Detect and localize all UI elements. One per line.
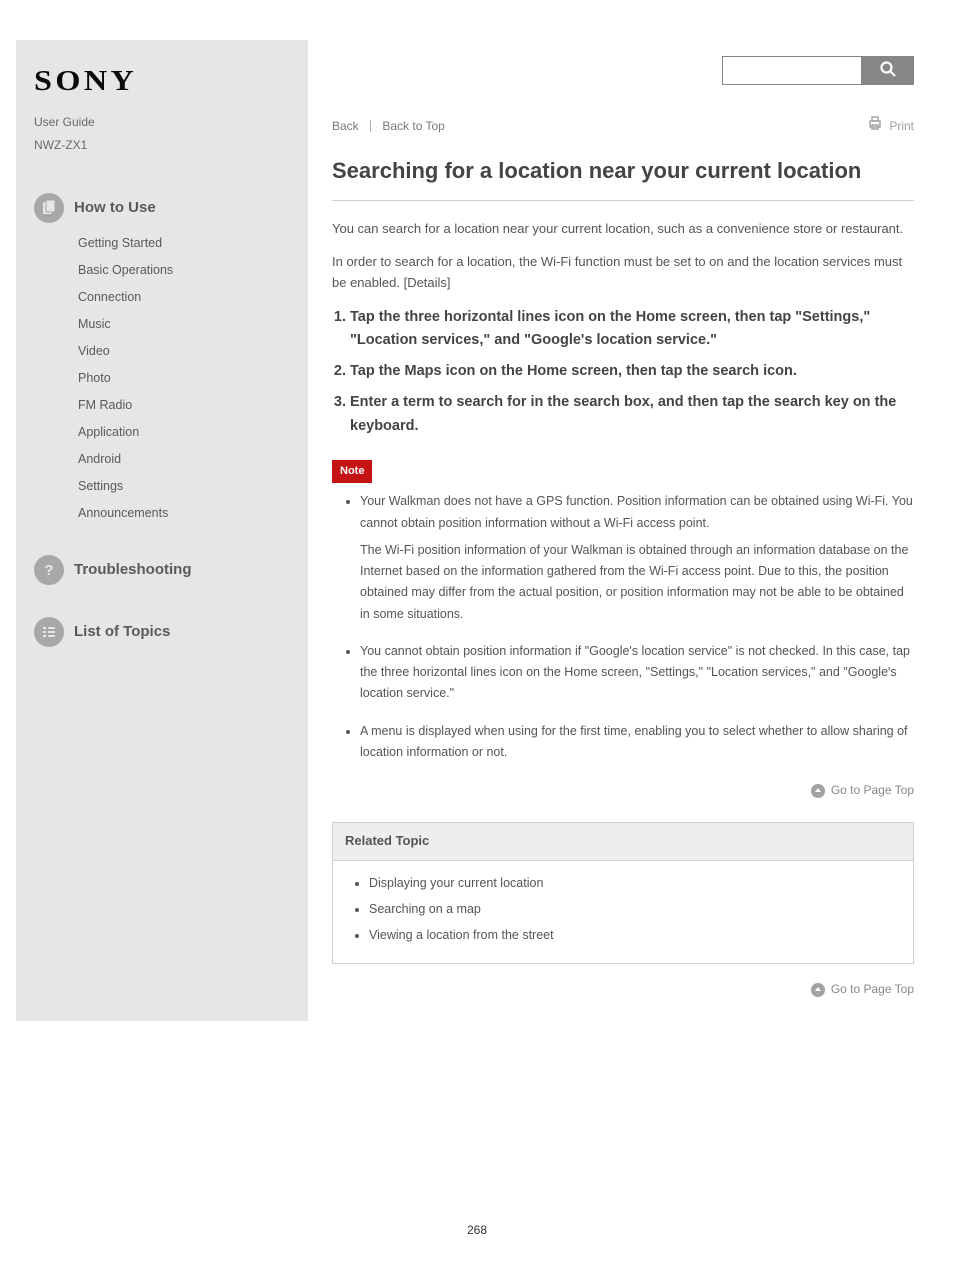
- page-title: Searching for a location near your curre…: [332, 153, 914, 201]
- related-list: Displaying your current location Searchi…: [333, 861, 913, 963]
- sidebar-title: Troubleshooting: [74, 558, 192, 582]
- sidebar-item[interactable]: Application: [78, 422, 290, 442]
- sidebar-section-howto: How to Use Getting Started Basic Operati…: [34, 193, 290, 523]
- print-icon: [867, 115, 883, 137]
- print-link[interactable]: Print: [867, 115, 914, 137]
- go-to-top-label: Go to Page Top: [831, 980, 914, 999]
- sidebar-section-topics: List of Topics: [34, 617, 290, 647]
- details-link[interactable]: [Details]: [404, 275, 451, 290]
- sidebar-item[interactable]: Android: [78, 449, 290, 469]
- sidebar-heading[interactable]: ? Troubleshooting: [34, 555, 290, 585]
- sidebar-title: List of Topics: [74, 620, 170, 644]
- intro-1: You can search for a location near your …: [332, 219, 914, 240]
- go-to-top-label: Go to Page Top: [831, 781, 914, 800]
- page-number: 268: [0, 1221, 954, 1240]
- sidebar-heading[interactable]: List of Topics: [34, 617, 290, 647]
- svg-text:?: ?: [44, 562, 53, 579]
- sidebar-item[interactable]: Announcements: [78, 503, 290, 523]
- arrow-up-icon: [811, 983, 825, 997]
- sidebar-item[interactable]: Photo: [78, 368, 290, 388]
- go-to-top[interactable]: Go to Page Top: [332, 980, 914, 999]
- go-to-top[interactable]: Go to Page Top: [332, 781, 914, 800]
- related-item: Displaying your current location: [369, 873, 901, 893]
- step-item: Tap the three horizontal lines icon on t…: [350, 306, 914, 352]
- note-item: A menu is displayed when using for the f…: [360, 721, 914, 764]
- related-box: Related Topic Displaying your current lo…: [332, 822, 914, 964]
- sidebar: SONY User Guide NWZ-ZX1 How to Use Getti…: [16, 40, 308, 1021]
- sidebar-title: How to Use: [74, 196, 156, 220]
- search-input[interactable]: [722, 56, 862, 85]
- book-icon: [34, 193, 64, 223]
- breadcrumb-sep: [370, 120, 371, 132]
- sidebar-item[interactable]: Connection: [78, 287, 290, 307]
- search-button[interactable]: [862, 56, 914, 85]
- note-para: The Wi-Fi position information of your W…: [360, 540, 914, 625]
- search-icon: [879, 60, 897, 81]
- arrow-up-icon: [811, 784, 825, 798]
- list-icon: [34, 617, 64, 647]
- related-item: Searching on a map: [369, 899, 901, 919]
- note-item: Your Walkman does not have a GPS functio…: [360, 491, 914, 625]
- related-link[interactable]: Displaying your current location: [369, 876, 543, 890]
- sidebar-item[interactable]: FM Radio: [78, 395, 290, 415]
- print-label: Print: [889, 117, 914, 136]
- notes-list: Your Walkman does not have a GPS functio…: [332, 491, 914, 763]
- crumb-top[interactable]: Back to Top: [382, 119, 444, 133]
- sidebar-item[interactable]: Settings: [78, 476, 290, 496]
- note-item: You cannot obtain position information i…: [360, 641, 914, 705]
- steps-list: Tap the three horizontal lines icon on t…: [332, 306, 914, 438]
- sidebar-section-trouble: ? Troubleshooting: [34, 555, 290, 585]
- intro-2: In order to search for a location, the W…: [332, 252, 914, 294]
- related-item: Viewing a location from the street: [369, 925, 901, 945]
- related-link[interactable]: Searching on a map: [369, 902, 481, 916]
- sidebar-item[interactable]: Music: [78, 314, 290, 334]
- step-item: Tap the Maps icon on the Home screen, th…: [350, 360, 914, 383]
- sidebar-heading: How to Use: [34, 193, 290, 223]
- related-link[interactable]: Viewing a location from the street: [369, 928, 554, 942]
- sidebar-item[interactable]: Getting Started: [78, 233, 290, 253]
- step-item: Enter a term to search for in the search…: [350, 391, 914, 437]
- product-name: NWZ-ZX1: [34, 136, 290, 155]
- brand-logo: SONY: [34, 60, 328, 105]
- breadcrumb: Back Back to Top: [332, 117, 445, 136]
- sidebar-item[interactable]: Basic Operations: [78, 260, 290, 280]
- sidebar-item[interactable]: Video: [78, 341, 290, 361]
- question-icon: ?: [34, 555, 64, 585]
- search-box: [722, 56, 914, 85]
- note-lead: Your Walkman does not have a GPS functio…: [360, 494, 913, 529]
- brand-subtitle: User Guide: [34, 113, 290, 132]
- main-content: Back Back to Top Print Searching for a l…: [308, 40, 938, 1021]
- crumb-back[interactable]: Back: [332, 119, 359, 133]
- note-badge: Note: [332, 460, 372, 484]
- related-heading: Related Topic: [333, 823, 913, 861]
